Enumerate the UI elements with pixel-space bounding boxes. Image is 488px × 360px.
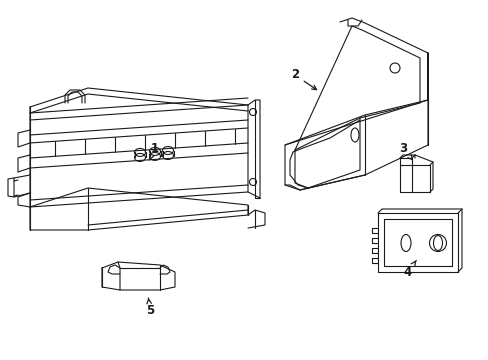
Text: 3: 3 — [398, 141, 411, 160]
Text: 4: 4 — [403, 260, 415, 279]
Text: 1: 1 — [149, 141, 159, 160]
Text: 5: 5 — [145, 298, 154, 316]
Text: 2: 2 — [290, 68, 316, 90]
